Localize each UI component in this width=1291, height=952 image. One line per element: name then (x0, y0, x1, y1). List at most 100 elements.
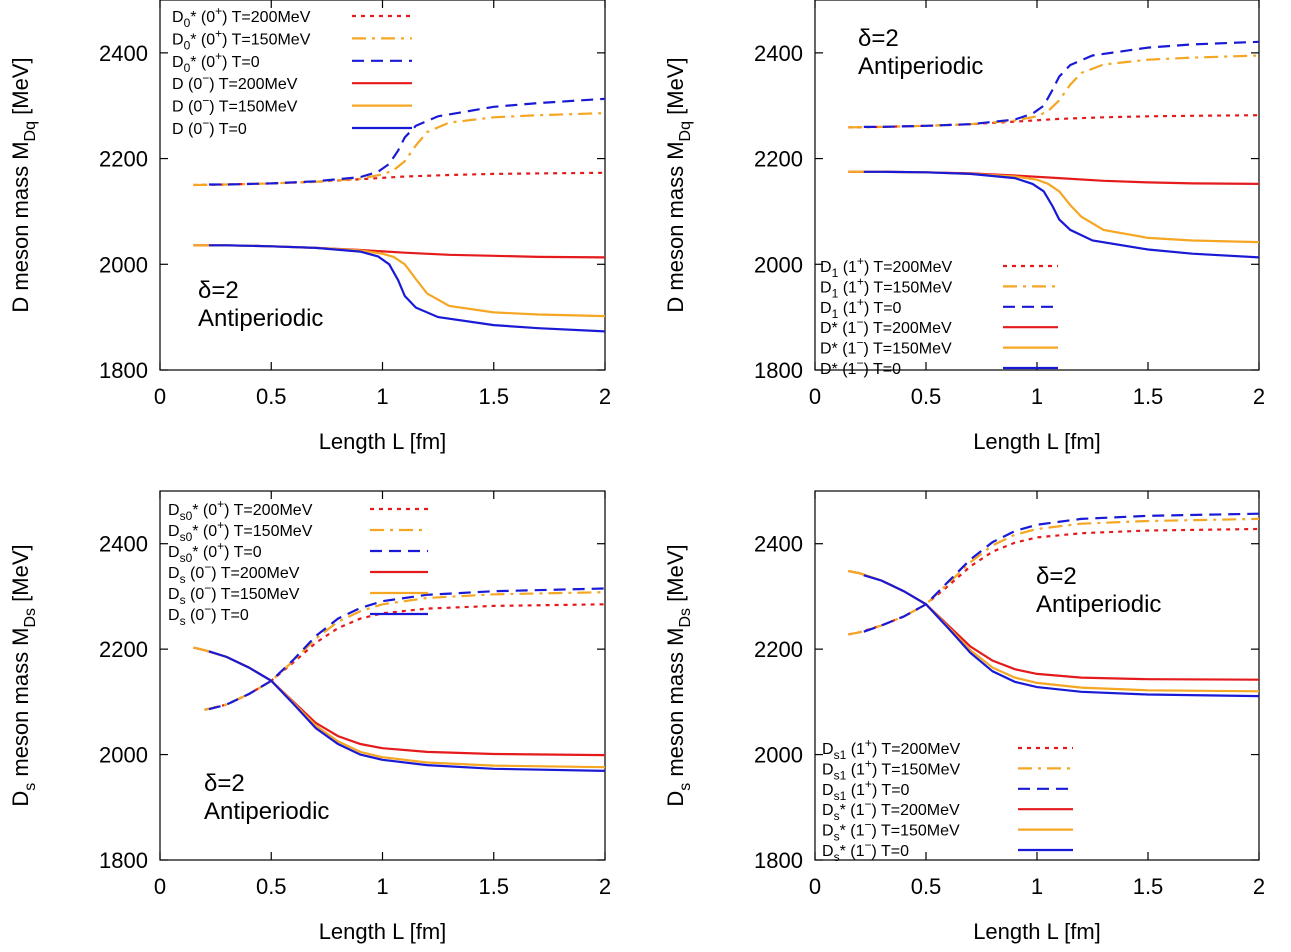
legend-label: Ds* (1−) T=0 (822, 838, 909, 864)
legend-mid: * (1 (840, 823, 865, 840)
legend-mid: (0 (186, 586, 205, 603)
legend-mid: * (0 (192, 502, 217, 519)
legend-sub: s1 (834, 748, 847, 762)
legend-label: Ds (0−) T=200MeV (168, 560, 300, 586)
legend-label: Ds* (1−) T=150MeV (822, 818, 960, 844)
x-axis-label: Length L [fm] (319, 429, 447, 454)
x-tick-label: 0 (154, 384, 166, 409)
y-tick-label: 2400 (754, 41, 803, 66)
legend-sub: s (180, 572, 186, 586)
legend-tail: ) T=0 (222, 54, 260, 71)
legend-mid: (0 (186, 565, 205, 582)
legend-base: D (168, 607, 180, 624)
legend-tail: ) T=200MeV (222, 9, 311, 26)
x-axis-label: Length L [fm] (973, 919, 1101, 944)
series-line (863, 170, 1259, 259)
legend-base: D (172, 31, 184, 48)
series-line (848, 54, 1259, 129)
y-axis-label: D meson mass MDq [MeV] (663, 57, 694, 312)
legend-base: D (168, 565, 180, 582)
legend-sup: + (865, 736, 872, 750)
series-line (208, 97, 605, 186)
legend-label: Ds0* (0+) T=200MeV (168, 497, 313, 523)
legend-mid: (1 (838, 320, 857, 337)
y-label-tail: [MeV] (8, 57, 33, 121)
y-label-sub2: Ds (677, 608, 694, 628)
panel-bottom-right: 0 0.5 1 1.5 2 1800 2000 2200 2400 Length L [fm] Ds… (663, 490, 1265, 944)
legend-mid: (1 (846, 761, 865, 778)
legend-tail: ) T=0 (863, 361, 901, 378)
legend-tail: ) T=150MeV (224, 523, 313, 540)
legend-tail: ) T=200MeV (209, 76, 298, 93)
y-tick-label: 2200 (754, 637, 803, 662)
legend-tail: ) T=150MeV (211, 586, 300, 603)
legend-sup: − (864, 838, 871, 852)
legend-sub: s0 (180, 530, 193, 544)
legend-mid: (0 (184, 76, 203, 93)
series-line (848, 170, 1259, 185)
y-label-tail: meson mass M (663, 627, 688, 782)
legend-label: Ds (0−) T=0 (168, 602, 249, 628)
legend-sub: s (834, 809, 840, 823)
legend-sub: 1 (832, 286, 839, 300)
panel-top-left: 0 0.5 1 1.5 2 1800 2000 2200 2400 Length L [fm] D … (8, 0, 611, 454)
legend-tail: ) T=150MeV (222, 31, 311, 48)
legend-label: D (0−) T=150MeV (172, 94, 298, 116)
legend-sup: − (204, 602, 211, 616)
legend-base: D (822, 802, 834, 819)
x-tick-label: 1 (1031, 874, 1043, 899)
x-tick-label: 0 (809, 384, 821, 409)
legend-base: D (168, 544, 180, 561)
legend-base: D (172, 9, 184, 26)
legend-base: D (822, 782, 834, 799)
series-line (193, 646, 605, 757)
legend-label: Ds* (1−) T=200MeV (822, 797, 960, 823)
legend-sup: + (857, 254, 864, 268)
legend-label: Ds1 (1+) T=200MeV (822, 736, 960, 762)
legend-mid: (1 (838, 341, 857, 358)
legend-sup: + (217, 539, 224, 553)
legend-sup: − (864, 818, 871, 832)
legend-base: D (822, 741, 834, 758)
legend-sup: − (856, 356, 863, 370)
legend-sup: + (857, 295, 864, 309)
y-label-sub: Dq (22, 121, 39, 141)
legend-base: D (172, 121, 184, 138)
y-label-sub: Dq (677, 121, 694, 141)
x-tick-label: 0 (809, 874, 821, 899)
x-tick-label: 0 (154, 874, 166, 899)
legend-label: D0* (0+) T=200MeV (172, 4, 311, 30)
y-tick-label: 2400 (99, 532, 148, 557)
legend-base: D (168, 523, 180, 540)
legend-base: D (168, 502, 180, 519)
legend-sub: s (834, 850, 840, 864)
legend-label: Ds1 (1+) T=0 (822, 777, 910, 803)
legend-sub: s0 (180, 509, 193, 523)
x-tick-label: 1.5 (478, 874, 509, 899)
legend-sup: + (865, 777, 872, 791)
legend-sub: s1 (834, 768, 847, 782)
legend-tail: ) T=200MeV (872, 741, 961, 758)
legend-base: D* (820, 320, 838, 337)
panel-top-right: 0 0.5 1 1.5 2 1800 2000 2200 2400 Length L [fm] D … (663, 0, 1265, 454)
series-line (193, 244, 605, 259)
legend-sup: + (865, 756, 872, 770)
legend-base: D (172, 76, 184, 93)
legend-mid: * (1 (840, 843, 865, 860)
legend-label: D0* (0+) T=150MeV (172, 26, 311, 52)
legend-label: D* (1−) T=150MeV (820, 336, 952, 358)
legend-base: D* (820, 361, 838, 378)
legend-sub: s0 (180, 551, 193, 565)
legend-sub: 1 (832, 307, 839, 321)
legend-tail: ) T=0 (872, 782, 910, 799)
legend-mid: (0 (184, 121, 203, 138)
legend-label: Ds0* (0+) T=150MeV (168, 518, 313, 544)
legend-tail: ) T=200MeV (864, 259, 953, 276)
y-label-tail: [MeV] (663, 57, 688, 121)
y-label-main: D meson mass M (663, 141, 688, 312)
x-tick-label: 0.5 (256, 874, 287, 899)
legend-mid: (0 (184, 99, 203, 116)
x-axis-label: Length L [fm] (319, 919, 447, 944)
annotation-delta: δ=2 (204, 770, 245, 797)
